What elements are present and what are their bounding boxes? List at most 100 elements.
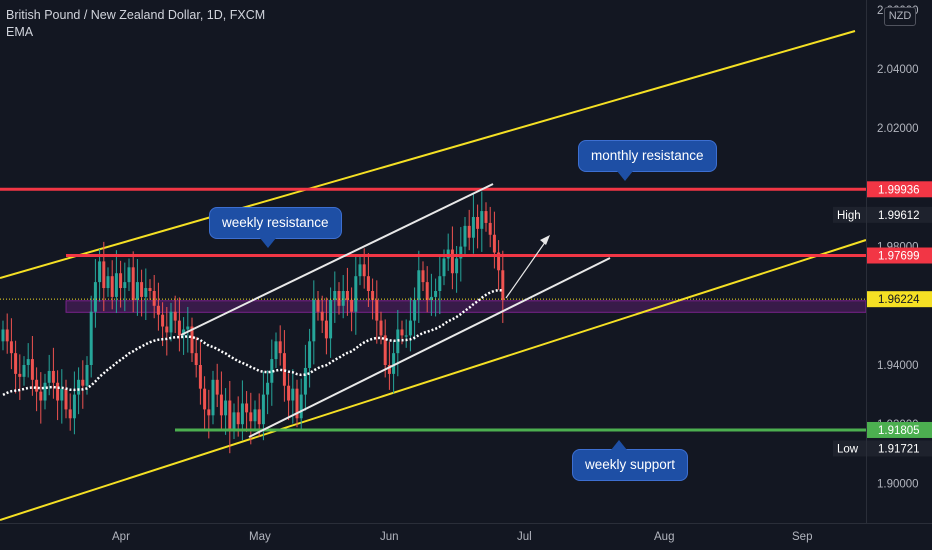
candle-body xyxy=(228,400,232,431)
candle-body xyxy=(354,276,358,312)
candle-body xyxy=(119,273,123,289)
candle-body xyxy=(375,299,379,321)
weekly-resistance-text: weekly resistance xyxy=(222,215,329,230)
projection-arrow-line[interactable] xyxy=(505,237,549,299)
price-tag[interactable] xyxy=(867,181,932,198)
candle-body xyxy=(266,382,270,395)
candle-body xyxy=(152,291,156,306)
candle-body xyxy=(47,370,51,383)
candle-body xyxy=(140,282,144,297)
candle-body xyxy=(316,299,320,312)
candle-body xyxy=(165,326,169,333)
candle-body xyxy=(257,409,261,425)
candle-body xyxy=(329,299,333,339)
currency-badge[interactable]: NZD xyxy=(884,7,916,26)
candle-body xyxy=(459,246,463,259)
candle-body xyxy=(408,320,412,336)
monthly-resistance-callout[interactable]: monthly resistance xyxy=(578,140,717,181)
candle-body xyxy=(249,412,253,422)
candle-body xyxy=(110,276,114,297)
candle-body xyxy=(450,249,454,274)
candle-body xyxy=(488,222,492,235)
x-tick-label: Jul xyxy=(517,531,532,543)
price-tag[interactable] xyxy=(867,421,932,438)
callout-pointer xyxy=(611,440,627,450)
candle-body xyxy=(106,276,110,289)
candle-body xyxy=(56,382,60,401)
candle-body xyxy=(455,258,459,274)
candle-body xyxy=(417,270,421,300)
candle-body xyxy=(245,403,249,413)
price-tag[interactable] xyxy=(867,291,932,308)
price-tag-value: 1.96224 xyxy=(878,294,920,306)
x-tick-label: Apr xyxy=(112,531,130,543)
price-tag-value: 1.97699 xyxy=(878,251,920,263)
candle-body xyxy=(198,365,202,389)
candle-body xyxy=(497,252,501,271)
candle-body xyxy=(421,270,425,283)
time-axis[interactable] xyxy=(0,523,932,550)
candle-body xyxy=(425,282,429,300)
candle-body xyxy=(400,329,404,336)
candle-body xyxy=(240,403,244,425)
projection-arrow-head xyxy=(540,235,550,245)
candle-body xyxy=(9,341,13,354)
candle-body xyxy=(308,341,312,368)
candle-body xyxy=(446,249,450,259)
candle-body xyxy=(404,335,408,337)
candle-body xyxy=(278,341,282,354)
candle-body xyxy=(156,305,160,315)
candle-body xyxy=(51,370,55,383)
weekly-resistance-callout[interactable]: weekly resistance xyxy=(209,207,342,248)
y-tick-label: 2.04000 xyxy=(877,64,919,76)
candle-body xyxy=(484,211,488,223)
candle-body xyxy=(68,409,72,419)
candle-body xyxy=(85,365,89,386)
channel-lower-trendline[interactable] xyxy=(0,239,867,521)
candle-body xyxy=(14,353,18,374)
candle-body xyxy=(429,296,433,300)
candle-body xyxy=(161,314,165,327)
inner-channel-lower-line[interactable] xyxy=(248,257,611,438)
price-tag[interactable] xyxy=(867,247,932,264)
monthly-resistance-text: monthly resistance xyxy=(591,148,704,163)
candle-body xyxy=(291,388,295,401)
candle-body xyxy=(471,217,475,238)
candle-body xyxy=(467,225,471,238)
x-tick-label: Jun xyxy=(380,531,399,543)
chart-header: British Pound / New Zealand Dollar, 1D, … xyxy=(6,7,265,41)
candle-body xyxy=(383,335,387,365)
candle-body xyxy=(102,261,106,289)
candle-body xyxy=(392,353,396,374)
candle-body xyxy=(320,311,324,321)
candle-body xyxy=(345,291,349,300)
channel-upper-trendline[interactable] xyxy=(0,30,856,279)
price-tag[interactable] xyxy=(867,440,932,457)
candle-body xyxy=(98,261,102,283)
candle-body xyxy=(22,365,26,377)
ema-line xyxy=(2,288,503,397)
candle-body xyxy=(333,291,337,300)
candle-body xyxy=(35,379,39,392)
candle-body xyxy=(43,382,47,401)
price-tag[interactable] xyxy=(867,206,932,223)
candle-body xyxy=(270,359,274,383)
weekly-support-callout[interactable]: weekly support xyxy=(572,440,689,481)
candle-body xyxy=(182,329,186,336)
y-tick-label: 1.94000 xyxy=(877,360,919,372)
x-tick-label: May xyxy=(249,531,271,543)
inner-channel-upper-line[interactable] xyxy=(180,183,494,336)
candle-body xyxy=(177,320,181,336)
candle-body xyxy=(492,234,496,253)
candle-body xyxy=(194,353,198,365)
candle-body xyxy=(77,379,81,395)
candle-body xyxy=(232,412,236,431)
indicator-label[interactable]: EMA xyxy=(6,25,34,39)
candle-body xyxy=(463,225,467,247)
candle-body xyxy=(303,367,307,395)
candle-body xyxy=(299,394,303,419)
candle-body xyxy=(438,276,442,291)
